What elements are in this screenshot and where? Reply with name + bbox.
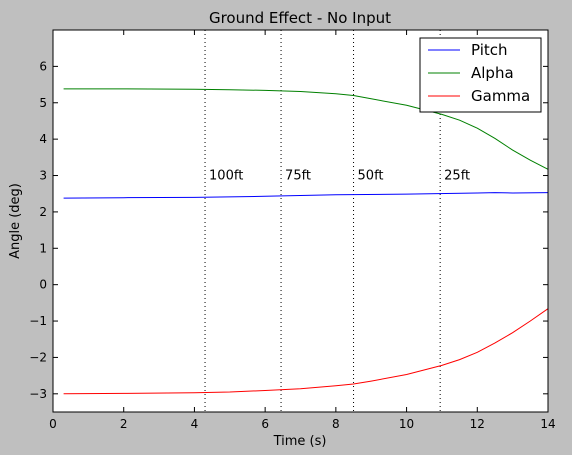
series-line-gamma bbox=[63, 308, 549, 395]
data-series bbox=[63, 88, 549, 395]
x-tick-label: 10 bbox=[399, 417, 414, 431]
legend: Pitch Alpha Gamma bbox=[419, 37, 542, 113]
x-tick-label: 8 bbox=[332, 417, 340, 431]
x-tick-label: 4 bbox=[191, 417, 199, 431]
y-tick-label: 3 bbox=[39, 169, 47, 183]
x-axis-label: Time (s) bbox=[273, 434, 327, 449]
y-axis-label: Angle (deg) bbox=[8, 183, 23, 259]
y-tick-label: 0 bbox=[39, 278, 47, 292]
legend-label: Pitch bbox=[471, 41, 508, 59]
legend-label: Gamma bbox=[471, 87, 530, 105]
y-tick-label: 2 bbox=[39, 205, 47, 219]
y-tick-label: 5 bbox=[39, 96, 47, 110]
y-tick-label: 1 bbox=[39, 241, 47, 255]
y-tick-label: −1 bbox=[29, 314, 47, 328]
chart-title: Ground Effect - No Input bbox=[209, 9, 391, 27]
altitude-marker-label: 25ft bbox=[444, 169, 470, 184]
y-tick-label: −2 bbox=[29, 350, 47, 364]
y-tick-label: −3 bbox=[29, 387, 47, 401]
plot-frame bbox=[52, 29, 549, 413]
series-line-alpha bbox=[63, 88, 549, 170]
altitude-markers: 100ft 75ft 50ft 25ft bbox=[204, 30, 470, 412]
y-tick-label: 6 bbox=[39, 59, 47, 73]
x-tick-label: 6 bbox=[261, 417, 269, 431]
series-line-pitch bbox=[63, 192, 549, 199]
x-tick-label: 14 bbox=[540, 417, 555, 431]
x-tick-label: 2 bbox=[120, 417, 128, 431]
altitude-marker-label: 75ft bbox=[285, 169, 311, 184]
y-tick-label: 4 bbox=[39, 132, 47, 146]
x-tick-label: 12 bbox=[470, 417, 485, 431]
x-tick-label: 0 bbox=[49, 417, 57, 431]
legend-label: Alpha bbox=[471, 64, 514, 82]
altitude-marker-label: 50ft bbox=[358, 169, 384, 184]
altitude-marker-label: 100ft bbox=[209, 169, 243, 184]
